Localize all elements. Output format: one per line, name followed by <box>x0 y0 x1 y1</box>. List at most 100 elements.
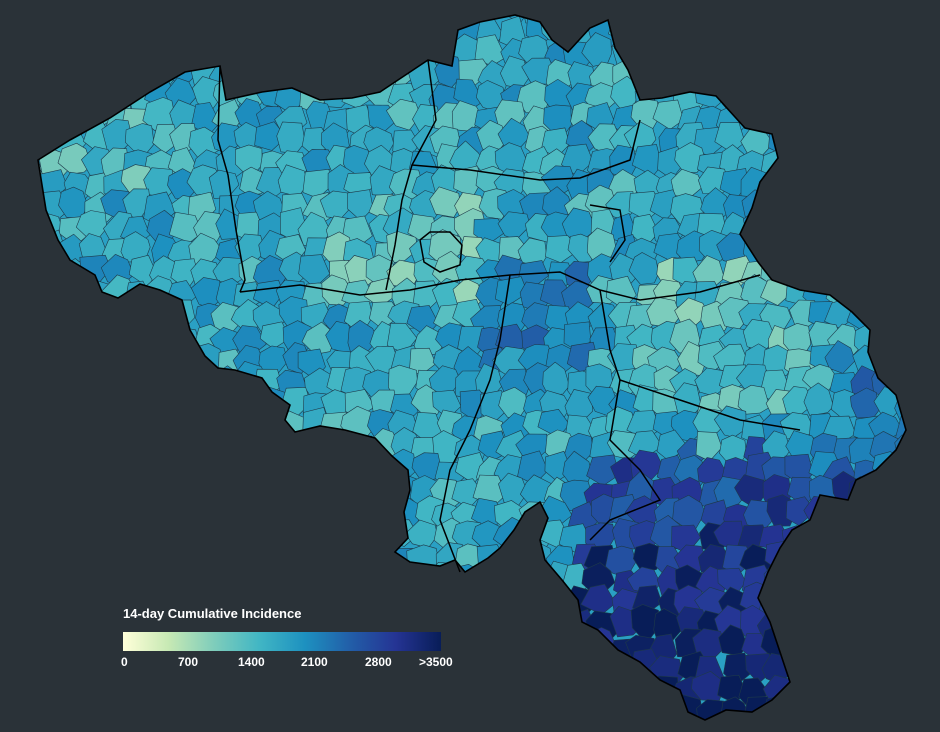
municipality-cell-787 <box>184 410 219 439</box>
province-border-5 <box>599 289 801 431</box>
municipality-cell-1021 <box>831 518 861 552</box>
municipality-cell-1284 <box>302 672 332 706</box>
municipality-cell-88 <box>146 38 180 70</box>
municipality-cell-1071 <box>120 564 157 593</box>
municipality-cell-70 <box>656 15 688 44</box>
municipality-cell-829 <box>211 435 242 468</box>
municipality-cell-834 <box>322 430 354 462</box>
municipality-cell-1075 <box>216 560 246 596</box>
municipality-cell-1349 <box>825 693 857 720</box>
municipality-cell-1143 <box>807 591 841 620</box>
municipality-cell-701 <box>101 365 133 396</box>
municipality-cell-15 <box>347 15 377 27</box>
municipality-cell-28 <box>632 15 665 18</box>
municipality-cell-904 <box>59 479 92 510</box>
municipality-cell-285 <box>871 125 904 160</box>
province-border-7 <box>589 379 662 541</box>
municipality-cell-613 <box>867 300 901 332</box>
municipality-cell-124 <box>38 55 68 87</box>
municipality-cell-575 <box>38 299 70 335</box>
municipality-cell-41 <box>38 15 44 43</box>
municipality-cell-90 <box>184 36 219 69</box>
municipality-cell-86 <box>99 34 131 67</box>
municipality-cell-945 <box>56 496 86 532</box>
municipality-cell-864 <box>80 452 115 486</box>
municipality-cell-908 <box>142 475 177 508</box>
municipality-cell-1046 <box>476 544 507 575</box>
municipality-cell-1318 <box>145 695 178 720</box>
municipality-cell-366 <box>849 166 882 202</box>
municipality-cell-1061 <box>803 546 836 577</box>
municipality-cell-37 <box>825 15 856 26</box>
municipality-cell-137 <box>320 53 357 88</box>
province-border-4 <box>509 271 761 301</box>
municipality-cell-1078 <box>281 559 316 592</box>
municipality-cell-161 <box>854 52 887 87</box>
municipality-cell-1082 <box>366 563 398 597</box>
municipality-cell-619 <box>100 320 134 349</box>
municipality-cell-988 <box>103 515 137 546</box>
municipality-cell-907 <box>122 478 154 509</box>
municipality-cell-1035 <box>232 540 266 569</box>
country-outline <box>37 14 907 721</box>
municipality-cell-1298 <box>610 674 640 703</box>
municipality-cell-1321 <box>210 699 245 720</box>
municipality-cell-492 <box>38 259 45 293</box>
municipality-cell-946 <box>80 498 115 528</box>
municipality-cell-789 <box>237 415 271 445</box>
municipality-cell-1069 <box>77 567 110 602</box>
municipality-cell-242 <box>822 100 855 132</box>
municipality-cell-1326 <box>326 697 358 720</box>
municipality-cell-742 <box>98 394 131 427</box>
municipality-cell-116 <box>759 34 792 67</box>
municipality-cell-745 <box>166 386 197 417</box>
municipality-cell-990 <box>147 526 181 555</box>
municipality-cell-1172 <box>540 606 571 637</box>
municipality-cell-1214 <box>564 628 596 657</box>
municipality-cell-1189 <box>38 631 43 666</box>
municipality-cell-948 <box>122 497 155 530</box>
municipality-cell-19 <box>431 15 467 21</box>
municipality-cell-1300 <box>650 675 680 705</box>
municipality-cell-73 <box>717 15 747 45</box>
municipality-cell-1210 <box>473 630 506 662</box>
municipality-cell-1294 <box>525 676 553 707</box>
municipality-cell-1067 <box>38 566 70 598</box>
municipality-cell-911 <box>217 474 244 505</box>
municipality-cell-1146 <box>868 582 903 614</box>
municipality-cell-9 <box>215 15 250 20</box>
municipality-cell-826 <box>150 434 184 465</box>
municipality-cell-909 <box>168 474 204 505</box>
municipality-cell-951 <box>188 499 221 529</box>
municipality-cell-93 <box>260 36 293 70</box>
municipality-cell-705 <box>189 364 221 400</box>
municipality-cell-158 <box>778 62 814 91</box>
municipality-cell-72 <box>696 15 729 44</box>
municipality-cell-85 <box>78 35 111 69</box>
municipality-cell-986 <box>54 515 89 547</box>
municipality-cell-1089 <box>518 564 550 594</box>
municipality-cell-1275 <box>106 676 137 709</box>
municipality-cell-1064 <box>870 538 902 573</box>
municipality-cell-1233 <box>80 646 112 680</box>
municipality-cell-1253 <box>516 651 549 679</box>
municipality-cell-656 <box>38 340 46 371</box>
municipality-cell-1226 <box>823 627 856 657</box>
municipality-cell-1040 <box>348 539 381 573</box>
municipality-cell-10 <box>231 15 264 20</box>
municipality-cell-660 <box>103 346 138 378</box>
municipality-cell-695 <box>876 347 906 376</box>
municipality-cell-75 <box>763 16 797 48</box>
municipality-cell-1109 <box>61 591 93 621</box>
legend-tick-2800: 2800 <box>365 655 392 669</box>
municipality-cell-87 <box>123 35 155 67</box>
municipality-cell-1348 <box>811 698 844 720</box>
municipality-cell-698 <box>38 365 66 396</box>
municipality-cell-444 <box>760 214 791 244</box>
municipality-cell-1106 <box>895 563 906 597</box>
municipality-cell-781 <box>56 413 86 445</box>
municipality-cell-1121 <box>324 589 354 620</box>
legend-title: 14-day Cumulative Incidence <box>123 606 302 621</box>
municipality-cell-1107 <box>38 585 48 614</box>
municipality-cell-1324 <box>273 698 306 720</box>
